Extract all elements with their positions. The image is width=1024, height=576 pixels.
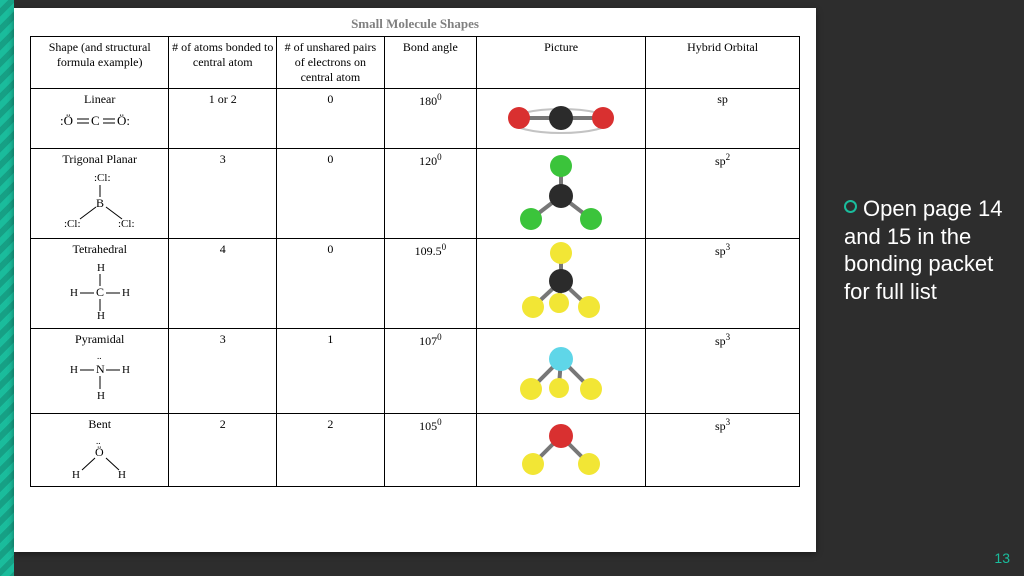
cell-shape: Linear :Ö C Ö: [31,89,169,149]
cell-picture [476,149,645,239]
content-panel: Small Molecule Shapes Shape (and structu… [14,8,816,552]
cell-atoms: 1 or 2 [169,89,277,149]
cell-shape: Bent .. Ö H H [31,414,169,487]
molecule-bent-icon [501,416,621,481]
cell-angle: 1200 [384,149,476,239]
svg-text:C: C [96,285,104,299]
svg-text::Ö: :Ö [60,113,73,128]
svg-text:H: H [97,390,105,402]
table-row: Trigonal Planar :Cl: B :Cl: :Cl: 3 0 120… [31,149,800,239]
svg-text:N: N [96,362,105,376]
cell-pairs: 1 [277,329,385,414]
table-row: Linear :Ö C Ö: 1 or 2 0 1800 [31,89,800,149]
cell-hybrid: sp3 [646,414,800,487]
col-atoms: # of atoms bonded to central atom [169,37,277,89]
svg-text:H: H [70,364,78,376]
cell-atoms: 3 [169,329,277,414]
svg-text:H: H [97,310,105,321]
svg-text:H: H [122,287,130,299]
col-hybrid: Hybrid Orbital [646,37,800,89]
cell-shape: Tetrahedral H H C H H [31,239,169,329]
svg-text:H: H [72,469,80,481]
table-row: Pyramidal .. H N H H 3 1 1070 [31,329,800,414]
svg-text:Ö: Ö [95,445,104,459]
cell-picture [476,414,645,487]
cell-hybrid: sp3 [646,239,800,329]
svg-text:C: C [91,113,100,128]
svg-text::Cl:: :Cl: [94,172,111,184]
cell-hybrid: sp [646,89,800,149]
accent-stripe [0,0,14,576]
col-angle: Bond angle [384,37,476,89]
cell-hybrid: sp3 [646,329,800,414]
table-row: Bent .. Ö H H 2 2 1050 [31,414,800,487]
sidebar-note: Open page 14 and 15 in the bonding packe… [844,195,1014,305]
svg-text:H: H [97,262,105,274]
formula-tetrahedral: H H C H H [60,261,140,321]
cell-angle: 1800 [384,89,476,149]
shape-name: Pyramidal [33,332,166,347]
cell-shape: Trigonal Planar :Cl: B :Cl: :Cl: [31,149,169,239]
cell-shape: Pyramidal .. H N H H [31,329,169,414]
cell-picture [476,239,645,329]
shape-name: Trigonal Planar [33,152,166,167]
shape-name: Tetrahedral [33,242,166,257]
col-shape: Shape (and structural formula example) [31,37,169,89]
molecule-shapes-table: Shape (and structural formula example) #… [30,36,800,487]
molecule-trigonal-icon [501,151,621,236]
formula-linear: :Ö C Ö: [55,111,145,131]
cell-atoms: 4 [169,239,277,329]
svg-text:H: H [118,469,126,481]
cell-hybrid: sp2 [646,149,800,239]
bullet-ring-icon [844,200,857,213]
formula-trigonal: :Cl: B :Cl: :Cl: [60,171,140,231]
cell-angle: 1050 [384,414,476,487]
col-pairs: # of unshared pairs of electrons on cent… [277,37,385,89]
cell-atoms: 3 [169,149,277,239]
cell-angle: 1070 [384,329,476,414]
molecule-pyramidal-icon [501,331,621,411]
svg-text::Cl:: :Cl: [64,218,81,230]
svg-text:H: H [122,364,130,376]
svg-text:..: .. [97,351,102,361]
cell-pairs: 0 [277,149,385,239]
cell-pairs: 0 [277,239,385,329]
cell-angle: 109.50 [384,239,476,329]
shape-name: Bent [33,417,166,432]
cell-pairs: 0 [277,89,385,149]
table-row: Tetrahedral H H C H H 4 0 109.50 [31,239,800,329]
table-header-row: Shape (and structural formula example) #… [31,37,800,89]
shape-name: Linear [33,92,166,107]
cell-atoms: 2 [169,414,277,487]
table-title: Small Molecule Shapes [30,16,800,32]
formula-pyramidal: .. H N H H [60,351,140,406]
formula-bent: .. Ö H H [60,436,140,481]
col-picture: Picture [476,37,645,89]
molecule-tetrahedral-icon [501,241,621,326]
molecule-linear-icon [491,91,631,146]
cell-picture [476,329,645,414]
svg-text::Cl:: :Cl: [118,218,135,230]
cell-pairs: 2 [277,414,385,487]
sidebar-note-text: Open page 14 and 15 in the bonding packe… [844,196,1002,304]
page-number: 13 [994,550,1010,566]
svg-text:B: B [96,196,104,210]
svg-text:H: H [70,287,78,299]
svg-text:Ö:: Ö: [117,113,130,128]
cell-picture [476,89,645,149]
